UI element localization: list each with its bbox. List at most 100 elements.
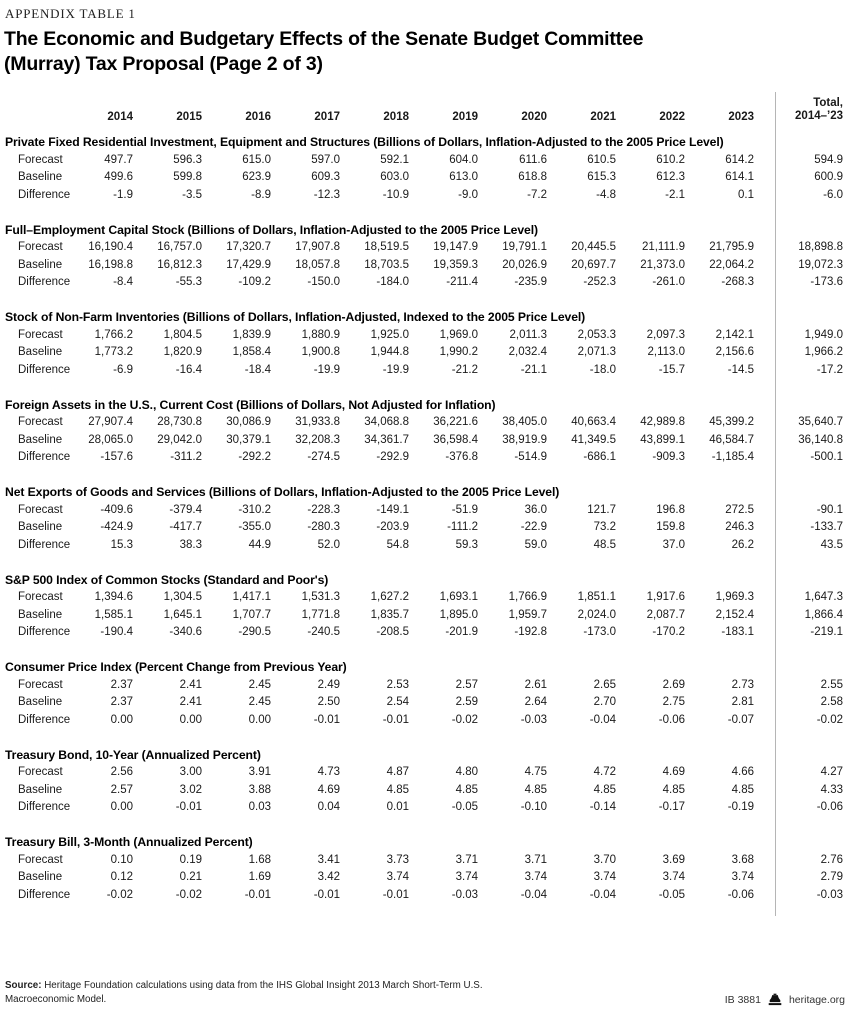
value-cell: 28,065.0 bbox=[88, 433, 133, 446]
row-label: Baseline bbox=[18, 433, 63, 446]
value-cell: 4.66 bbox=[731, 766, 754, 779]
value-cell: 22,064.2 bbox=[709, 258, 754, 271]
value-cell: 0.10 bbox=[110, 853, 133, 866]
value-cell: -18.0 bbox=[589, 363, 616, 376]
value-cell: -0.10 bbox=[520, 801, 547, 814]
value-cell: -211.4 bbox=[446, 276, 478, 289]
year-header-2021: 2021 bbox=[590, 111, 616, 123]
value-cell: 32,208.3 bbox=[295, 433, 340, 446]
value-cell: 609.3 bbox=[311, 171, 340, 184]
value-cell: 623.9 bbox=[242, 171, 271, 184]
row-label: Difference bbox=[18, 888, 71, 901]
value-cell: 42,989.8 bbox=[640, 416, 685, 429]
table-header-row: 2014 2015 2016 2017 2018 2019 2020 2021 2022 2023… bbox=[5, 92, 850, 123]
table-row-baseline: Baseline 0.12 0.21 1.69 3.42 3.74 3.74 3.74 3.74… bbox=[5, 869, 850, 887]
row-label: Difference bbox=[18, 801, 71, 814]
value-cell: 1,839.9 bbox=[232, 328, 271, 341]
value-cell: -0.01 bbox=[382, 888, 409, 901]
year-header-2014: 2014 bbox=[107, 111, 133, 123]
row-label: Forecast bbox=[18, 503, 63, 516]
value-cell: 603.0 bbox=[380, 171, 409, 184]
value-cell: 1,766.9 bbox=[508, 591, 547, 604]
row-label: Baseline bbox=[18, 696, 63, 709]
table-row-baseline: Baseline 2.37 2.41 2.45 2.50 2.54 2.59 2.64 2.70… bbox=[5, 694, 850, 712]
table-sections: Private Fixed Residential Investment, Eq… bbox=[5, 134, 850, 904]
value-cell: 1,771.8 bbox=[301, 608, 340, 621]
row-label: Forecast bbox=[18, 591, 63, 604]
value-cell: 4.75 bbox=[524, 766, 547, 779]
total-value-cell: 1,966.2 bbox=[804, 346, 843, 359]
value-cell: -274.5 bbox=[307, 451, 340, 464]
value-cell: -0.03 bbox=[451, 888, 478, 901]
value-cell: 0.00 bbox=[110, 713, 133, 726]
total-value-cell: 594.9 bbox=[814, 153, 843, 166]
section-title: Stock of Non-Farm Inventories (Billions … bbox=[5, 310, 586, 324]
value-cell: 30,379.1 bbox=[226, 433, 271, 446]
row-label: Forecast bbox=[18, 241, 63, 254]
table-section: Net Exports of Goods and Services (Billi… bbox=[5, 484, 850, 554]
row-label: Baseline bbox=[18, 521, 63, 534]
value-cell: 3.74 bbox=[593, 871, 616, 884]
value-cell: 48.5 bbox=[593, 538, 616, 551]
table-section: Treasury Bond, 10-Year (Annualized Perce… bbox=[5, 747, 850, 817]
total-value-cell: 1,647.3 bbox=[804, 591, 843, 604]
value-cell: 1,944.8 bbox=[370, 346, 409, 359]
value-cell: 2,053.3 bbox=[577, 328, 616, 341]
value-cell: 2.37 bbox=[110, 696, 133, 709]
row-label: Forecast bbox=[18, 678, 63, 691]
table-row-forecast: Forecast -409.6 -379.4 -310.2 -228.3 -149.1 -5… bbox=[5, 501, 850, 519]
value-cell: 45,399.2 bbox=[709, 416, 754, 429]
row-label: Forecast bbox=[18, 416, 63, 429]
value-cell: 34,361.7 bbox=[364, 433, 409, 446]
value-cell: 612.3 bbox=[656, 171, 685, 184]
value-cell: -909.3 bbox=[652, 451, 685, 464]
row-label: Baseline bbox=[18, 608, 63, 621]
value-cell: 1,766.2 bbox=[94, 328, 133, 341]
value-cell: 2.64 bbox=[524, 696, 547, 709]
value-cell: 2,071.3 bbox=[577, 346, 616, 359]
value-cell: -9.0 bbox=[458, 188, 478, 201]
value-cell: -261.0 bbox=[652, 276, 685, 289]
table-row-forecast: Forecast 1,766.2 1,804.5 1,839.9 1,880.9 1,92… bbox=[5, 326, 850, 344]
table-section: Foreign Assets in the U.S., Current Cost… bbox=[5, 397, 850, 467]
value-cell: 3.74 bbox=[455, 871, 478, 884]
site-link[interactable]: heritage.org bbox=[788, 993, 845, 1006]
table-row-forecast: Forecast 2.37 2.41 2.45 2.49 2.53 2.57 2.61 2.65… bbox=[5, 676, 850, 694]
value-cell: 1,969.3 bbox=[715, 591, 754, 604]
value-cell: 59.3 bbox=[455, 538, 478, 551]
total-value-cell: -500.1 bbox=[810, 451, 843, 464]
value-cell: -51.9 bbox=[451, 503, 478, 516]
value-cell: 4.69 bbox=[317, 783, 340, 796]
total-column-header: Total, 2014–’23 bbox=[754, 97, 846, 123]
value-cell: -170.2 bbox=[652, 626, 685, 639]
value-cell: 0.19 bbox=[179, 853, 202, 866]
value-cell: 1,851.1 bbox=[577, 591, 616, 604]
value-cell: 4.85 bbox=[731, 783, 754, 796]
value-cell: 1,925.0 bbox=[370, 328, 409, 341]
total-column-divider bbox=[775, 92, 776, 916]
row-label: Forecast bbox=[18, 328, 63, 341]
row-label: Baseline bbox=[18, 871, 63, 884]
value-cell: 3.74 bbox=[662, 871, 685, 884]
value-cell: -0.02 bbox=[451, 713, 478, 726]
value-cell: 0.00 bbox=[110, 801, 133, 814]
value-cell: -19.9 bbox=[313, 363, 340, 376]
value-cell: 2.45 bbox=[248, 696, 271, 709]
section-title: Foreign Assets in the U.S., Current Cost… bbox=[5, 397, 496, 412]
value-cell: 3.41 bbox=[317, 853, 340, 866]
total-value-cell: 43.5 bbox=[820, 538, 843, 551]
table-row-difference: Difference -6.9 -16.4 -18.4 -19.9 -19.9 -21.2 -… bbox=[5, 361, 850, 379]
table-row-forecast: Forecast 1,394.6 1,304.5 1,417.1 1,531.3 1,62… bbox=[5, 589, 850, 607]
value-cell: 2.41 bbox=[179, 696, 202, 709]
value-cell: 2.53 bbox=[386, 678, 409, 691]
value-cell: 27,907.4 bbox=[88, 416, 133, 429]
row-label: Difference bbox=[18, 626, 71, 639]
value-cell: 28,730.8 bbox=[157, 416, 202, 429]
value-cell: 15.3 bbox=[110, 538, 133, 551]
table-row-baseline: Baseline 499.6 599.8 623.9 609.3 603.0 613.0 61… bbox=[5, 169, 850, 187]
value-cell: 37.0 bbox=[662, 538, 685, 551]
value-cell: 21,373.0 bbox=[640, 258, 685, 271]
value-cell: -21.2 bbox=[451, 363, 478, 376]
total-value-cell: 2.76 bbox=[820, 853, 843, 866]
value-cell: -21.1 bbox=[520, 363, 547, 376]
